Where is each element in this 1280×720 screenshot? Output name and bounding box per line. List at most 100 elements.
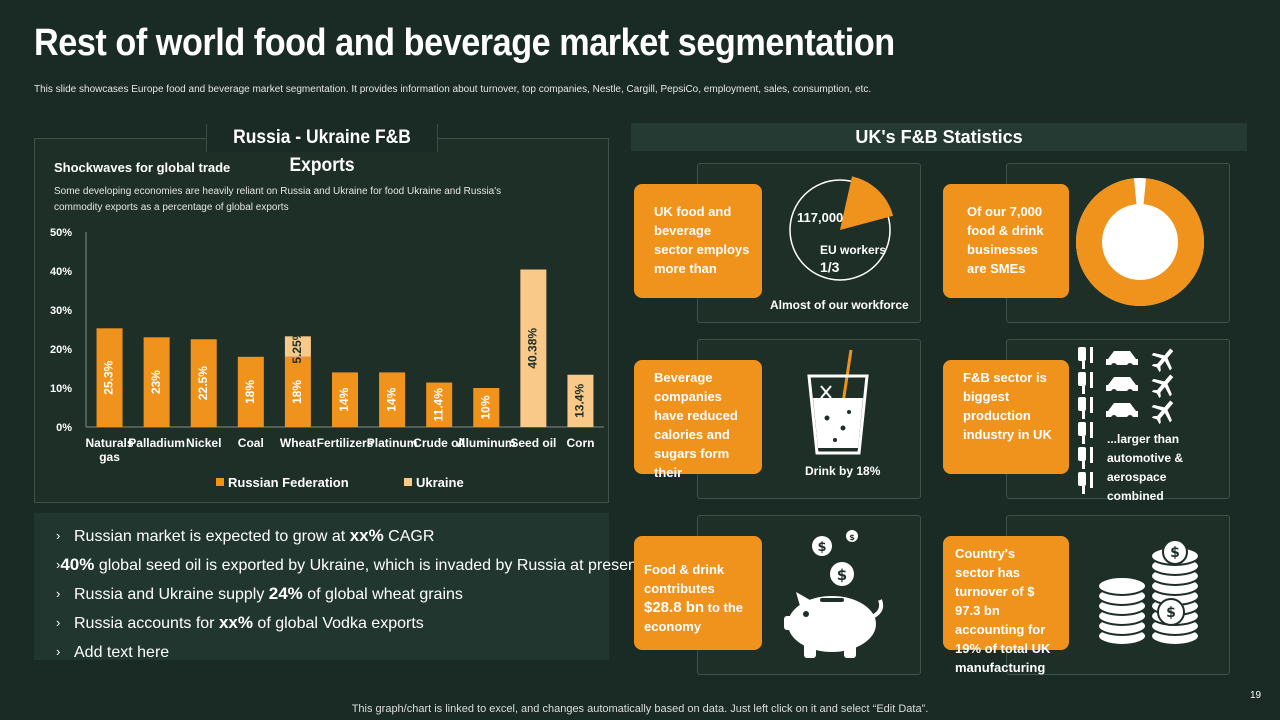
cutlery-icon xyxy=(1078,422,1093,444)
industry-caption: ...larger than automotive & aerospace co… xyxy=(1107,432,1184,503)
airplane-icon xyxy=(1151,348,1174,373)
industry-box: F&B sector is biggest production industr… xyxy=(943,360,1069,474)
exports-bar-chart[interactable]: 0% 10% 20% 30% 40% 50% 25.3% Naturals gas 23% Pall… xyxy=(34,215,609,500)
cutlery-icon xyxy=(1078,397,1093,419)
cutlery-icon xyxy=(1078,372,1093,394)
data-label: 25.3% xyxy=(102,360,116,394)
x-tick-label: Naturals gas xyxy=(86,436,134,464)
exports-chart-panel xyxy=(34,138,609,503)
chevron-right-icon: › xyxy=(56,586,61,601)
drink-glass-icon xyxy=(807,349,869,455)
workforce-ring xyxy=(789,179,891,281)
uk-stats-header: UK's F&B Statistics xyxy=(631,123,1247,151)
svg-text:$: $ xyxy=(837,566,847,584)
eu-workers-label: EU workers xyxy=(820,243,887,257)
x-tick-label: Corn xyxy=(566,436,594,450)
x-tick-label: Crude oil xyxy=(413,436,465,450)
piggy-bank-icon: $ $ $ xyxy=(784,530,884,658)
x-tick-label: Coal xyxy=(238,436,264,450)
y-tick-label: 20% xyxy=(50,344,72,356)
workforce-count: 117,000 xyxy=(797,210,844,225)
page-title: Rest of world food and beverage market s… xyxy=(34,22,895,64)
data-label: 13.4% xyxy=(573,384,587,418)
page-number: 19 xyxy=(1250,690,1262,701)
beverage-box: Beverage companies have reduced calories… xyxy=(634,360,762,480)
bar-russia xyxy=(143,337,170,427)
data-label: 18% xyxy=(290,380,304,404)
y-tick-label: 0% xyxy=(56,422,72,434)
cutlery-icon xyxy=(1078,347,1093,369)
turnover-box: Country's sector has turnover of $ 97.3 … xyxy=(943,536,1069,675)
list-item: › Add text here xyxy=(56,637,609,666)
y-tick-label: 30% xyxy=(50,305,72,317)
chevron-right-icon: › xyxy=(56,557,61,572)
data-label: 14% xyxy=(337,387,351,411)
chart-heading: Shockwaves for global trade xyxy=(54,160,231,175)
legend-swatch xyxy=(404,478,412,486)
svg-text:$: $ xyxy=(1166,605,1176,621)
workforce-pie xyxy=(789,176,894,281)
x-tick-label: Wheat xyxy=(280,436,316,450)
x-tick-label: Platinum xyxy=(367,436,418,450)
svg-text:$: $ xyxy=(849,533,855,542)
exports-panel-title: Russia - Ukraine F&B Exports xyxy=(206,124,438,176)
industry-comparison-icons xyxy=(1078,347,1174,494)
data-label: 40.38% xyxy=(526,328,540,369)
workforce-box: UK food and beverage sector employs more… xyxy=(634,184,762,298)
data-label: 22.5% xyxy=(196,366,210,400)
page-subtitle: This slide showcases Europe food and bev… xyxy=(34,84,872,95)
x-tick-label: Nickel xyxy=(186,436,221,450)
y-tick-label: 10% xyxy=(50,383,72,395)
x-tick-label: Palladium xyxy=(128,436,185,450)
car-icon xyxy=(1106,351,1138,369)
data-label: 10% xyxy=(478,395,492,419)
workforce-caption: Almost of our workforce xyxy=(770,298,909,312)
car-icon xyxy=(1106,377,1138,395)
bar-russia xyxy=(473,388,500,427)
eu-workers-fraction: 1/3 xyxy=(820,259,840,275)
footer-note: This graph/chart is linked to excel, and… xyxy=(351,703,929,715)
bar-ukraine xyxy=(284,336,311,357)
list-item: › Russian market is expected to grow at x… xyxy=(56,521,609,550)
bar-ukraine xyxy=(520,269,547,427)
x-tick-label: Fertilizers xyxy=(317,436,374,450)
cutlery-icon xyxy=(1078,447,1093,469)
legend-label: Russian Federation xyxy=(228,475,349,490)
key-points-list: › Russian market is expected to grow at x… xyxy=(34,513,641,661)
bar-russia xyxy=(237,356,264,427)
data-label: 18% xyxy=(243,380,257,404)
bar-ukraine xyxy=(567,374,594,427)
list-item: › Russia accounts for xx% of global Vodka… xyxy=(56,608,609,637)
bar-russia xyxy=(284,356,311,427)
economy-box: Food & drink contributes $28.8 bn to the… xyxy=(634,536,762,650)
sme-donut-hole xyxy=(1102,204,1178,280)
chart-note: Some developing economies are heavily re… xyxy=(54,186,502,213)
beverage-caption: Drink by 18% xyxy=(805,464,881,478)
data-label: 14% xyxy=(384,387,398,411)
data-label: 23% xyxy=(149,370,163,394)
sme-donut xyxy=(1076,178,1204,306)
car-icon xyxy=(1106,403,1138,421)
bar-russia xyxy=(379,372,406,427)
y-tick-label: 50% xyxy=(50,227,72,239)
list-item: › 40% global seed oil is exported by Ukra… xyxy=(56,550,641,579)
coin-stacks-icon: $ $ xyxy=(1097,539,1200,646)
bar-russia xyxy=(190,339,217,427)
bar-russia xyxy=(96,328,123,427)
data-label: 5.25% xyxy=(290,329,304,363)
svg-text:$: $ xyxy=(1170,545,1180,561)
svg-text:$: $ xyxy=(817,540,826,555)
x-tick-label: Seed oil xyxy=(510,436,556,450)
eu-workers-slice xyxy=(840,176,894,230)
bar-russia xyxy=(332,372,358,427)
y-tick-label: 40% xyxy=(50,266,72,278)
data-label: 11.4% xyxy=(431,388,445,422)
sme-box: Of our 7,000 food & drink businesses are… xyxy=(943,184,1069,298)
x-tick-label: Aluminum xyxy=(457,436,516,450)
cutlery-icon xyxy=(1078,472,1093,494)
chevron-right-icon: › xyxy=(56,644,61,659)
airplane-icon xyxy=(1151,374,1174,399)
chevron-right-icon: › xyxy=(56,528,61,543)
list-item: › Russia and Ukraine supply 24% of global… xyxy=(56,579,609,608)
airplane-icon xyxy=(1151,400,1174,425)
